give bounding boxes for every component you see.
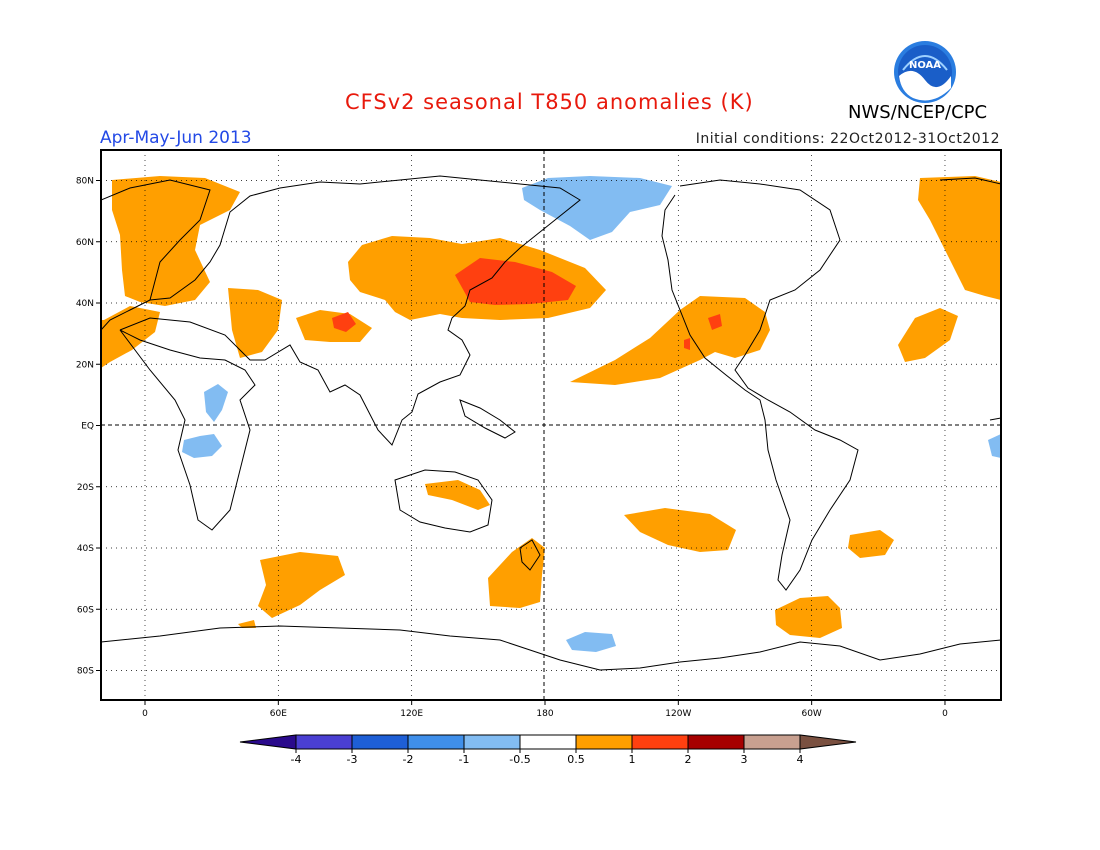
lat-tick-label: 40S bbox=[77, 544, 94, 554]
colorbar-label: 1 bbox=[629, 753, 636, 766]
lat-tick-label: 80S bbox=[77, 667, 94, 677]
colorbar-label: -4 bbox=[291, 753, 302, 766]
colorbar-segment bbox=[631, 734, 689, 750]
axis-ticks: 80N 60N 40N 20N EQ 20S 40S 60S 80S 0 60E 120E 180 120… bbox=[76, 177, 948, 720]
lat-tick-label: 60N bbox=[76, 238, 94, 248]
colorbar-segment bbox=[575, 734, 633, 750]
colorbar-segment bbox=[351, 734, 409, 750]
colorbar-label: 3 bbox=[741, 753, 748, 766]
cool-anomaly-regions bbox=[182, 176, 1001, 652]
lat-tick-label: 80N bbox=[76, 177, 94, 187]
colorbar-label: -0.5 bbox=[509, 753, 530, 766]
noaa-logo: NOAA bbox=[893, 40, 957, 104]
colorbar-segment bbox=[743, 734, 801, 750]
svg-text:NOAA: NOAA bbox=[909, 60, 941, 71]
colorbar-segment bbox=[239, 734, 297, 750]
colorbar-label: 4 bbox=[797, 753, 804, 766]
lon-tick-label: 60W bbox=[801, 709, 821, 719]
colorbar-label: -1 bbox=[459, 753, 470, 766]
colorbar-segment bbox=[799, 734, 857, 750]
map-title: CFSv2 seasonal T850 anomalies (K) bbox=[345, 90, 754, 114]
lon-tick-label: 0 bbox=[142, 709, 148, 719]
colorbar: -4 -3 -2 -1 -0.5 0.5 1 2 3 4 bbox=[239, 734, 857, 766]
lat-tick-label: 40N bbox=[76, 299, 94, 309]
lat-tick-label: 60S bbox=[77, 605, 94, 615]
lon-tick-label: 60E bbox=[270, 709, 287, 719]
colorbar-segment bbox=[463, 734, 521, 750]
initial-conditions: Initial conditions: 22Oct2012-31Oct2012 bbox=[695, 131, 1000, 147]
colorbar-label: -2 bbox=[403, 753, 414, 766]
graticule bbox=[101, 150, 1001, 700]
lon-tick-label: 120W bbox=[665, 709, 691, 719]
agency-label: NWS/NCEP/CPC bbox=[848, 102, 988, 123]
coastlines bbox=[101, 175, 1001, 671]
colorbar-segment bbox=[295, 734, 353, 750]
forecast-period: Apr-May-Jun 2013 bbox=[100, 128, 252, 148]
lon-tick-label: 180 bbox=[536, 709, 553, 719]
colorbar-label: -3 bbox=[347, 753, 358, 766]
lon-tick-label: 0 bbox=[942, 709, 948, 719]
colorbar-segment bbox=[687, 734, 745, 750]
lat-tick-label: 20S bbox=[77, 483, 94, 493]
colorbar-segment bbox=[519, 734, 577, 750]
lat-tick-label: 20N bbox=[76, 360, 94, 370]
colorbar-label: 0.5 bbox=[567, 753, 585, 766]
colorbar-label: 2 bbox=[685, 753, 692, 766]
colorbar-segment bbox=[407, 734, 465, 750]
lat-tick-label: EQ bbox=[81, 422, 94, 432]
lon-tick-label: 120E bbox=[400, 709, 423, 719]
warm-anomaly-regions bbox=[101, 176, 1001, 638]
